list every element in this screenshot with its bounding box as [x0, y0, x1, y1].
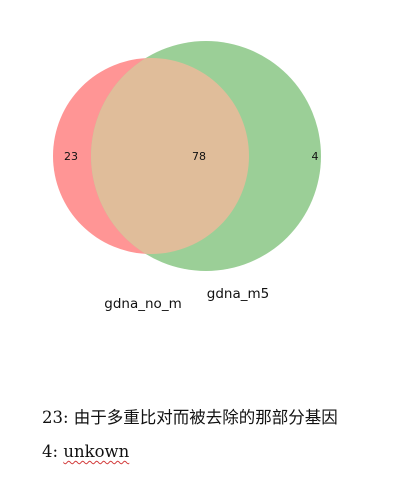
note-line-2: 4: unkown	[42, 442, 129, 461]
count-gdna-m5-only: 4	[312, 150, 319, 163]
count-gdna-no-m-only: 23	[64, 150, 78, 163]
note-line-2-word: unkown	[63, 442, 130, 461]
note-line-2-prefix: 4:	[42, 442, 64, 461]
venn-diagram: 23 78 4 gdna_no_m gdna_m5	[53, 41, 321, 312]
overlap-region	[91, 58, 249, 254]
count-overlap: 78	[192, 150, 206, 163]
note-line-1: 23: 由于多重比对而被去除的那部分基因	[42, 404, 338, 428]
note-line-1-text: 23: 由于多重比对而被去除的那部分基因	[42, 408, 338, 427]
set-label-gdna-no-m: gdna_no_m	[104, 296, 181, 312]
set-label-gdna-m5: gdna_m5	[207, 286, 269, 302]
